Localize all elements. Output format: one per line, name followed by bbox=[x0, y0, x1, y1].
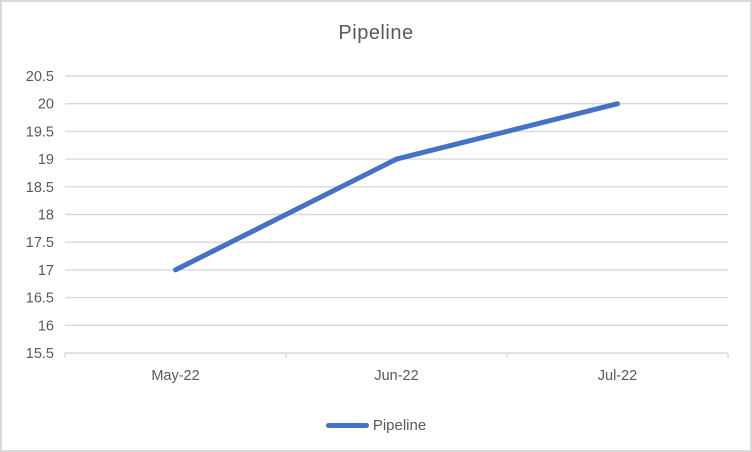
y-axis-tick-label: 18 bbox=[38, 208, 54, 224]
legend-line-swatch bbox=[325, 423, 369, 428]
y-axis-tick-label: 15.5 bbox=[26, 346, 54, 362]
y-axis-tick-label: 20.5 bbox=[26, 69, 54, 85]
chart-legend: Pipeline bbox=[2, 417, 750, 434]
chart-title: Pipeline bbox=[338, 22, 414, 44]
y-axis-tick-label: 16 bbox=[38, 318, 54, 334]
x-axis-category-label: Jun-22 bbox=[374, 368, 418, 384]
y-axis-tick-label: 17.5 bbox=[26, 235, 54, 251]
y-axis-tick-label: 17 bbox=[38, 263, 54, 279]
y-axis-tick-label: 18.5 bbox=[26, 180, 54, 196]
y-axis-tick-label: 19.5 bbox=[26, 124, 54, 140]
y-axis-tick-label: 16.5 bbox=[26, 291, 54, 307]
y-axis-tick-label: 19 bbox=[38, 152, 54, 168]
x-axis-category-label: May-22 bbox=[151, 368, 199, 384]
legend-label: Pipeline bbox=[372, 417, 427, 434]
y-axis-tick-label: 20 bbox=[38, 97, 54, 113]
x-axis-category-label: Jul-22 bbox=[598, 368, 638, 384]
series-line-pipeline bbox=[173, 101, 620, 273]
